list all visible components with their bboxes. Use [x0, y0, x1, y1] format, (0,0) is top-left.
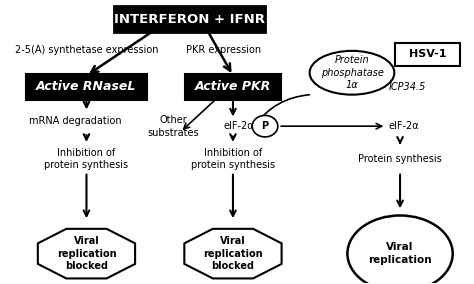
Polygon shape [38, 229, 135, 278]
Text: Viral
replication
blocked: Viral replication blocked [203, 236, 263, 271]
Text: P: P [262, 121, 269, 131]
Text: ICP34.5: ICP34.5 [388, 82, 426, 92]
FancyBboxPatch shape [395, 43, 460, 66]
Ellipse shape [347, 216, 453, 284]
FancyBboxPatch shape [26, 74, 147, 100]
Text: eIF-2α: eIF-2α [389, 122, 419, 131]
Ellipse shape [310, 51, 394, 95]
Text: Active PKR: Active PKR [195, 80, 271, 93]
Text: eIF-2α-: eIF-2α- [224, 122, 258, 131]
Text: Protein
phosphatase
1α: Protein phosphatase 1α [320, 55, 383, 90]
Text: Inhibition of
protein synthesis: Inhibition of protein synthesis [191, 148, 275, 170]
Text: Active RNaseL: Active RNaseL [36, 80, 137, 93]
Text: PKR expression: PKR expression [186, 45, 261, 55]
Text: HSV-1: HSV-1 [409, 49, 447, 59]
FancyBboxPatch shape [114, 6, 265, 32]
Text: mRNA degradation: mRNA degradation [29, 116, 121, 126]
Ellipse shape [252, 115, 278, 137]
Text: Other
substrates: Other substrates [147, 115, 199, 138]
Text: Viral
replication
blocked: Viral replication blocked [57, 236, 116, 271]
FancyBboxPatch shape [185, 74, 281, 100]
Text: Viral
replication: Viral replication [368, 243, 432, 265]
Polygon shape [184, 229, 282, 278]
Text: INTERFERON + IFNR: INTERFERON + IFNR [114, 12, 265, 26]
Text: 2-5(A) synthetase expression: 2-5(A) synthetase expression [15, 45, 158, 55]
Text: Protein synthesis: Protein synthesis [358, 154, 442, 164]
Text: Inhibition of
protein synthesis: Inhibition of protein synthesis [45, 148, 128, 170]
